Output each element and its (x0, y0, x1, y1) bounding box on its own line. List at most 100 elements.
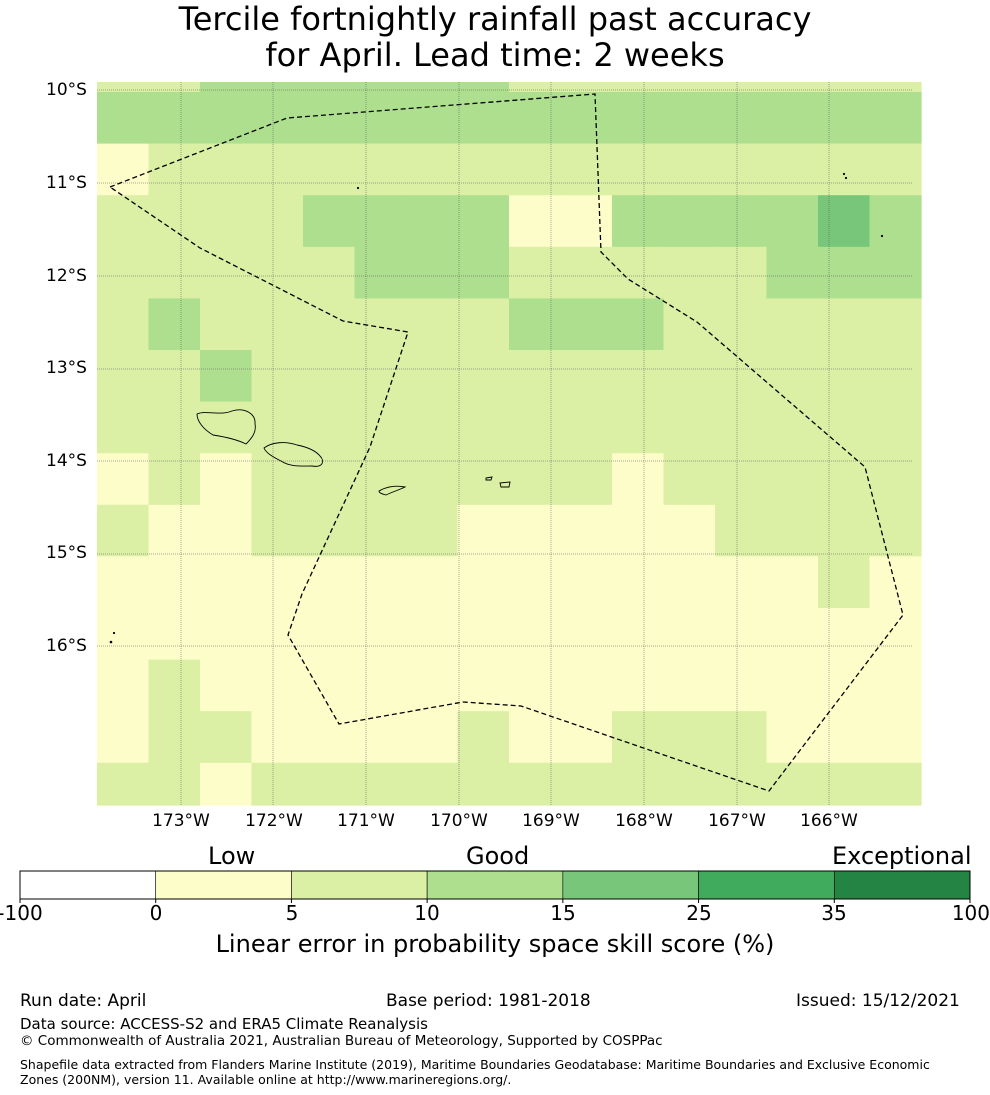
skill-cell (97, 82, 150, 93)
skill-cell (406, 762, 459, 806)
skill-cell (766, 298, 819, 351)
skill-cell (612, 92, 665, 145)
skill-cell (612, 82, 665, 93)
skill-cell (766, 143, 819, 196)
skill-cell (457, 556, 510, 609)
skill-cell (509, 659, 562, 712)
skill-cell (457, 246, 510, 299)
skill-cell (200, 762, 253, 806)
skill-cell (200, 92, 253, 145)
lon-label: 170°W (430, 811, 488, 831)
skill-cell (818, 195, 871, 248)
skill-cell (509, 401, 562, 454)
skill-cell (818, 504, 871, 557)
colorbar-tick: 25 (686, 901, 712, 925)
skill-cell (663, 195, 716, 248)
skill-cell (354, 350, 407, 403)
skill-cell (200, 350, 253, 403)
islet (880, 234, 884, 238)
skill-cell (612, 556, 665, 609)
skill-cell (560, 143, 613, 196)
skill-cell (612, 504, 665, 557)
skill-cell (303, 504, 356, 557)
colorbar-tick: 15 (550, 901, 576, 925)
skill-cell (715, 762, 768, 806)
colorbar-word-low: Low (208, 842, 256, 870)
skill-cell (457, 92, 510, 145)
skill-cell (97, 195, 150, 248)
skill-cell (354, 92, 407, 145)
skill-cell (354, 143, 407, 196)
colorbar-outline (19, 870, 971, 900)
skill-cell (560, 762, 613, 806)
lat-label: 16°S (46, 636, 87, 656)
skill-cell (148, 608, 201, 661)
issued-date: Issued: 15/12/2021 (796, 991, 960, 1011)
skill-cell (869, 350, 922, 403)
skill-cell (560, 504, 613, 557)
skill-cell (251, 195, 304, 248)
skill-cell (509, 82, 562, 93)
skill-cell (303, 608, 356, 661)
skill-cell (251, 82, 304, 93)
skill-cell (766, 401, 819, 454)
skill-cell (766, 453, 819, 506)
skill-cell (612, 143, 665, 196)
skill-cell (869, 92, 922, 145)
skill-cell (663, 350, 716, 403)
savaii-island (196, 409, 256, 445)
skill-cell (715, 556, 768, 609)
skill-cell (406, 82, 459, 93)
skill-cell (303, 195, 356, 248)
skill-cell (612, 659, 665, 712)
islet (112, 631, 116, 635)
skill-cell (509, 92, 562, 145)
copyright: © Commonwealth of Australia 2021, Austra… (20, 1033, 663, 1049)
skill-cell (560, 298, 613, 351)
skill-cell (200, 659, 253, 712)
skill-cell (200, 82, 253, 93)
data-source: Data source: ACCESS-S2 and ERA5 Climate … (20, 1015, 428, 1033)
skill-cell (97, 453, 150, 506)
skill-cell (869, 556, 922, 609)
islet (844, 176, 848, 180)
lon-label: 169°W (522, 811, 580, 831)
skill-cell (251, 762, 304, 806)
colorbar-swatch (833, 870, 971, 900)
islet (356, 186, 360, 190)
skill-cell (200, 608, 253, 661)
skill-cell (148, 711, 201, 764)
skill-cell (869, 711, 922, 764)
skill-cell (560, 659, 613, 712)
skill-cell (303, 143, 356, 196)
skill-cell (251, 401, 304, 454)
skill-cell (406, 298, 459, 351)
skill-cell (818, 659, 871, 712)
skill-cell (303, 762, 356, 806)
skill-cell (560, 556, 613, 609)
skill-cell (354, 504, 407, 557)
skill-cell (251, 298, 304, 351)
skill-cell (766, 350, 819, 403)
skill-cell (97, 608, 150, 661)
skill-cell (303, 82, 356, 93)
small-islets (109, 172, 884, 644)
skill-cell (303, 401, 356, 454)
lon-label: 168°W (615, 811, 673, 831)
skill-cell (560, 350, 613, 403)
skill-cell (818, 350, 871, 403)
skill-cell (406, 143, 459, 196)
colorbar-tick: 100 (951, 901, 990, 925)
samoa-islands (196, 409, 511, 496)
skill-grid-cells (97, 82, 922, 806)
skill-cell (354, 711, 407, 764)
skill-cell (612, 453, 665, 506)
skill-cell (612, 711, 665, 764)
skill-cell (818, 453, 871, 506)
skill-cell (612, 608, 665, 661)
skill-cell (560, 92, 613, 145)
skill-cell (560, 82, 613, 93)
skill-cell (509, 298, 562, 351)
skill-cell (303, 350, 356, 403)
skill-cell (97, 92, 150, 145)
